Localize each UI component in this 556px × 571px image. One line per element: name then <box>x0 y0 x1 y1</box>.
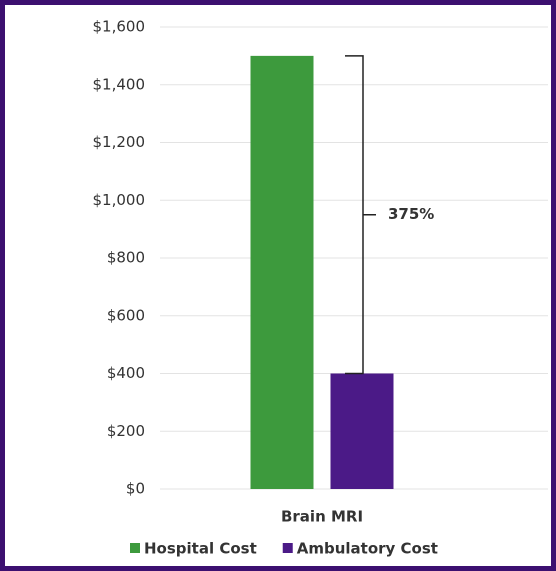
legend-label: Ambulatory Cost <box>297 540 438 558</box>
legend-swatch <box>130 543 140 553</box>
bracket <box>345 55 376 375</box>
y-tick-label: $1,200 <box>93 133 146 151</box>
x-tick-label: Brain MRI <box>281 508 363 526</box>
y-tick-label: $1,600 <box>93 18 146 36</box>
bar <box>330 373 394 489</box>
y-tick-label: $1,000 <box>93 191 146 209</box>
y-tick-label: $200 <box>107 422 145 440</box>
annotation: 375% <box>388 205 434 223</box>
y-tick-label: $1,400 <box>93 75 146 93</box>
y-tick-label: $600 <box>107 306 145 324</box>
y-tick-label: $800 <box>107 249 145 267</box>
bar <box>250 55 314 489</box>
y-tick-label: $0 <box>126 480 145 498</box>
y-tick-label: $400 <box>107 364 145 382</box>
legend-swatch <box>282 543 293 553</box>
legend-label: Hospital Cost <box>144 540 257 558</box>
